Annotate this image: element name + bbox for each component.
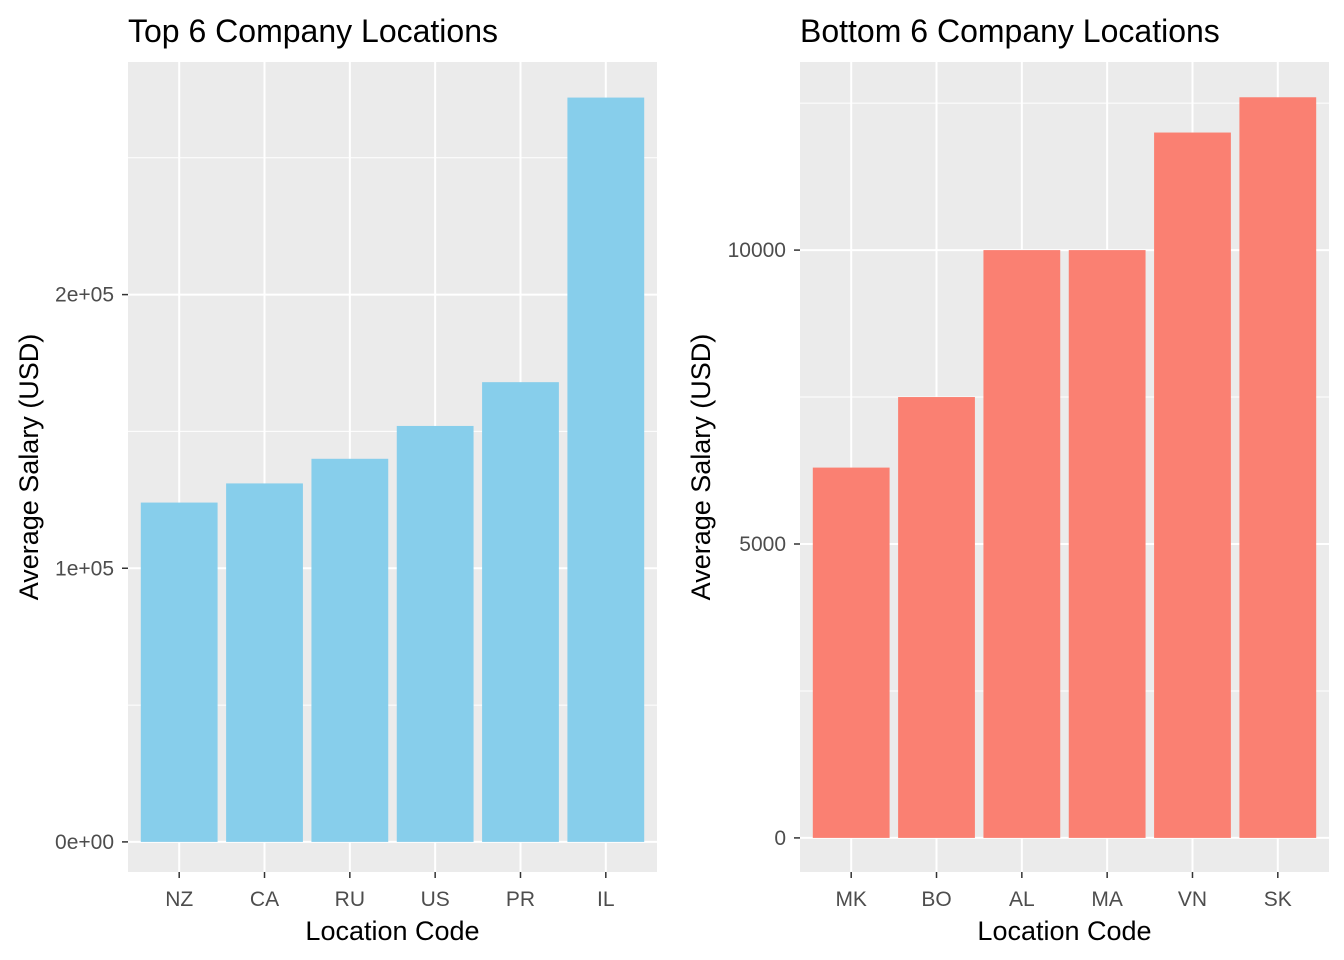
bar-ru	[311, 458, 389, 842]
x-tick-label: CA	[250, 888, 279, 911]
x-tick-label: IL	[597, 888, 615, 911]
y-axis-title: Average Salary (USD)	[14, 334, 44, 601]
x-tick-label: MA	[1091, 888, 1123, 911]
chart-title: Top 6 Company Locations	[128, 13, 498, 49]
y-tick-label: 5000	[739, 533, 786, 556]
y-tick-label: 2e+05	[55, 284, 114, 307]
chart-title: Bottom 6 Company Locations	[800, 13, 1220, 49]
x-tick-label: SK	[1264, 888, 1292, 911]
bar-ca	[226, 483, 303, 842]
x-tick-label: VN	[1178, 888, 1207, 911]
x-axis-title: Location Code	[977, 916, 1151, 946]
x-tick-label: BO	[921, 888, 951, 911]
y-tick-label: 0	[774, 827, 786, 850]
x-tick-label: NZ	[165, 888, 193, 911]
bar-sk	[1239, 97, 1317, 838]
bar-mk	[812, 467, 890, 838]
bar-nz	[140, 502, 218, 842]
x-axis-title: Location Code	[305, 916, 479, 946]
x-tick-label: MK	[835, 888, 867, 911]
bar-vn	[1154, 132, 1231, 838]
x-tick-label: US	[421, 888, 450, 911]
chart-panel-1: 0e+00 1e+05 2e+05 NZ CA RU US PR IL Top 6 Company…	[14, 13, 657, 946]
y-tick-label: 1e+05	[55, 557, 114, 580]
y-axis-title: Average Salary (USD)	[686, 334, 716, 601]
bar-us	[396, 425, 474, 842]
y-tick-label: 10000	[728, 239, 786, 262]
bar-al	[983, 250, 1061, 838]
bar-pr	[482, 382, 559, 842]
bar-bo	[898, 397, 975, 838]
x-tick-label: PR	[506, 888, 535, 911]
x-tick-label: RU	[335, 888, 365, 911]
bar-il	[567, 97, 645, 842]
x-tick-label: AL	[1009, 888, 1035, 911]
bar-ma	[1068, 250, 1146, 838]
y-tick-label: 0e+00	[55, 831, 114, 854]
chart-panel-2: 0 5000 10000 MK BO AL MA VN SK Bottom 6 Company L…	[686, 13, 1329, 946]
